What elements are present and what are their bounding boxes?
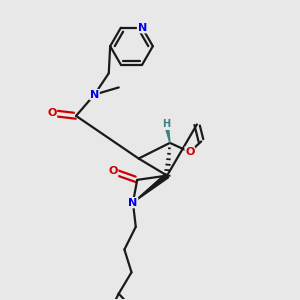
Polygon shape <box>133 174 169 202</box>
Text: O: O <box>108 166 118 176</box>
Text: O: O <box>185 147 194 157</box>
Text: N: N <box>128 198 138 208</box>
Text: N: N <box>90 89 99 100</box>
Text: N: N <box>138 23 147 33</box>
Polygon shape <box>164 124 170 143</box>
Text: H: H <box>162 119 171 129</box>
Text: O: O <box>47 108 57 118</box>
